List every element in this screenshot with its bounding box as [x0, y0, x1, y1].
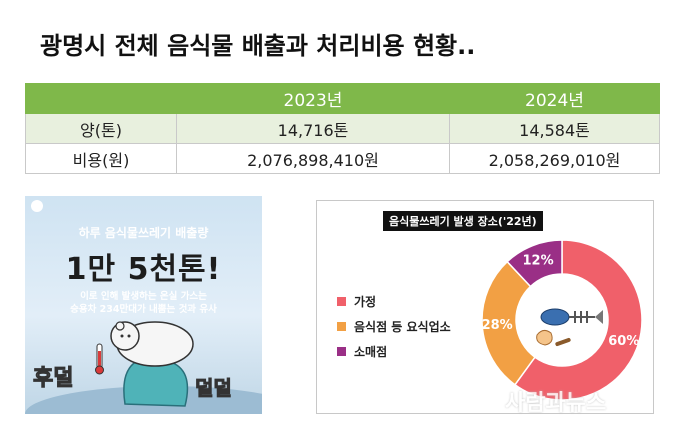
pie-chart: 60% 28% 12% [481, 239, 643, 401]
infographic-big-number: 1만 5천톤! [65, 252, 222, 287]
polar-bear-illustration [25, 321, 262, 414]
legend-item: 가정 [337, 289, 451, 314]
legend-swatch [337, 347, 346, 356]
infographic-headline: 하루 음식물쓰레기 배출량 [78, 226, 209, 240]
watermark: 사람과뉴스 [505, 391, 607, 416]
pie-slice [506, 239, 563, 288]
row-label-amount: 양(톤) [25, 113, 177, 144]
badge-icon [31, 200, 43, 212]
row-label-cost: 비용(원) [25, 143, 177, 174]
table-header-row: 2023년 2024년 [25, 83, 660, 114]
table-row: 비용(원) 2,076,898,410원 2,058,269,010원 [25, 143, 660, 174]
legend-label: 가정 [354, 295, 377, 309]
pie-slice-label: 12% [523, 254, 554, 269]
infographic-cold-text: 덜덜 [195, 376, 233, 401]
fish-bone-icon [536, 308, 603, 347]
pie-slice-label: 28% [482, 318, 513, 333]
legend-label: 소매점 [354, 345, 388, 359]
pie-chart-panel: 음식물쓰레기 발생 장소('22년) 가정 음식점 등 요식업소 소매점 60%… [316, 200, 654, 414]
cost-table: 2023년 2024년 양(톤) 14,716톤 14,584톤 비용(원) 2… [25, 83, 660, 174]
table-header-2023: 2023년 [176, 83, 450, 114]
legend-item: 음식점 등 요식업소 [337, 314, 451, 339]
infographic-subtext-1: 이로 인해 발생하는 온실 가스는 [80, 291, 207, 302]
legend-swatch [337, 297, 346, 306]
legend-label: 음식점 등 요식업소 [354, 320, 451, 334]
cell-amount-2024: 14,584톤 [449, 113, 660, 144]
legend-swatch [337, 322, 346, 331]
cell-amount-2023: 14,716톤 [176, 113, 450, 144]
legend-item: 소매점 [337, 339, 451, 364]
food-waste-infographic: 하루 음식물쓰레기 배출량 1만 5천톤! 이로 인해 발생하는 온실 가스는 … [25, 196, 262, 414]
table-row: 양(톤) 14,716톤 14,584톤 [25, 113, 660, 144]
page-title: 광명시 전체 음식물 배출과 처리비용 현황.. [40, 32, 476, 60]
chart-legend: 가정 음식점 등 요식업소 소매점 [337, 289, 451, 364]
table-header-blank [25, 83, 177, 114]
infographic-hot-text: 후덜 [32, 366, 74, 392]
cell-cost-2024: 2,058,269,010원 [449, 143, 660, 174]
cell-cost-2023: 2,076,898,410원 [176, 143, 450, 174]
table-header-2024: 2024년 [449, 83, 660, 114]
pie-slice [513, 239, 643, 401]
infographic-subtext-2: 승용차 234만대가 내뿜는 것과 유사 [70, 304, 217, 315]
chart-title: 음식물쓰레기 발생 장소('22년) [383, 211, 543, 231]
pie-slice-label: 60% [608, 334, 639, 349]
